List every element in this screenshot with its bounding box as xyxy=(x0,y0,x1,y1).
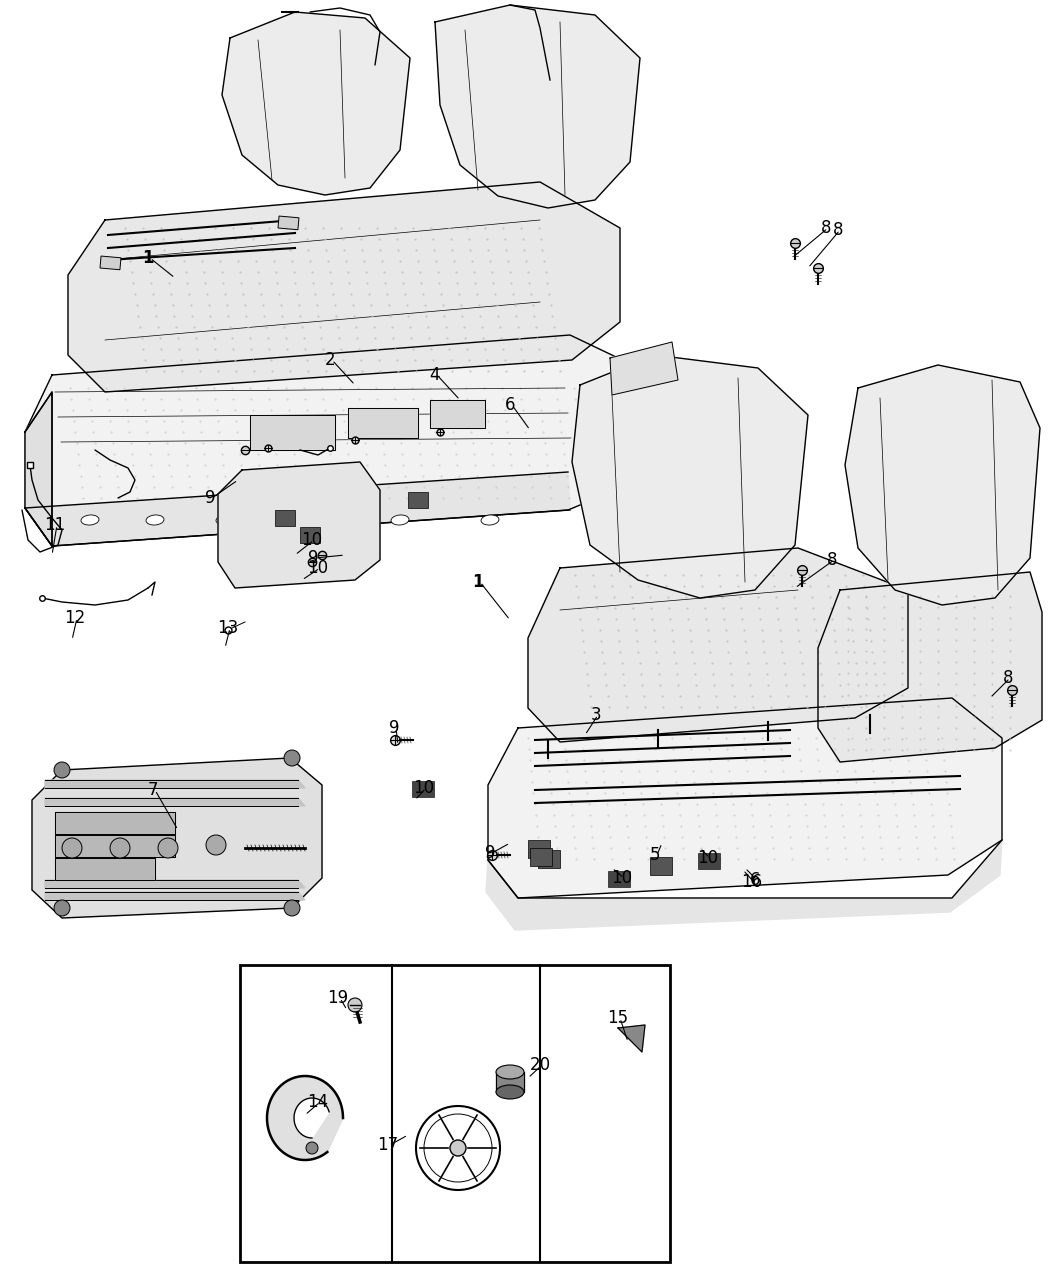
Text: 2: 2 xyxy=(324,352,335,369)
Ellipse shape xyxy=(496,1085,524,1099)
Polygon shape xyxy=(618,1026,645,1052)
Circle shape xyxy=(54,899,70,916)
Circle shape xyxy=(206,834,226,855)
Ellipse shape xyxy=(301,515,319,525)
Polygon shape xyxy=(486,840,1002,930)
Text: 7: 7 xyxy=(148,781,159,799)
Text: 6: 6 xyxy=(505,396,516,414)
Circle shape xyxy=(284,750,300,766)
Bar xyxy=(528,840,550,857)
Polygon shape xyxy=(45,880,304,888)
Circle shape xyxy=(450,1140,466,1156)
Polygon shape xyxy=(572,355,808,598)
Bar xyxy=(275,510,295,526)
Circle shape xyxy=(416,1106,500,1190)
Text: 1: 1 xyxy=(142,248,153,268)
Text: 9: 9 xyxy=(308,549,318,567)
Text: 11: 11 xyxy=(44,516,66,534)
Text: 16: 16 xyxy=(741,873,762,891)
Ellipse shape xyxy=(496,1065,524,1079)
Bar xyxy=(538,850,560,868)
Ellipse shape xyxy=(481,515,499,525)
Polygon shape xyxy=(267,1077,343,1161)
Bar xyxy=(240,964,670,1263)
Circle shape xyxy=(158,838,179,857)
Circle shape xyxy=(54,762,70,778)
Polygon shape xyxy=(218,462,380,589)
Polygon shape xyxy=(222,11,410,195)
Text: 4: 4 xyxy=(429,366,440,383)
Bar xyxy=(300,527,320,543)
Polygon shape xyxy=(250,415,335,450)
Bar xyxy=(608,871,630,887)
Text: 10: 10 xyxy=(611,869,632,887)
Polygon shape xyxy=(55,812,175,834)
Polygon shape xyxy=(348,408,418,438)
Text: 10: 10 xyxy=(308,559,329,577)
Polygon shape xyxy=(55,857,155,880)
Polygon shape xyxy=(25,471,570,547)
Text: 5: 5 xyxy=(650,846,660,864)
Text: 8: 8 xyxy=(821,219,832,237)
Text: 8: 8 xyxy=(833,220,843,240)
Bar xyxy=(698,854,720,869)
Ellipse shape xyxy=(391,515,410,525)
Polygon shape xyxy=(68,182,619,392)
Text: 9: 9 xyxy=(485,843,496,862)
Text: 12: 12 xyxy=(64,609,86,627)
Polygon shape xyxy=(32,758,322,919)
Polygon shape xyxy=(45,780,304,789)
Polygon shape xyxy=(496,1071,524,1092)
Circle shape xyxy=(284,899,300,916)
Bar xyxy=(408,492,428,508)
Polygon shape xyxy=(610,341,678,395)
Polygon shape xyxy=(528,548,908,741)
Polygon shape xyxy=(430,400,485,428)
Text: 10: 10 xyxy=(697,848,718,868)
Text: 9: 9 xyxy=(205,489,215,507)
Text: 3: 3 xyxy=(591,706,602,724)
Polygon shape xyxy=(45,798,304,806)
Text: 14: 14 xyxy=(308,1093,329,1111)
Polygon shape xyxy=(25,392,52,547)
Text: 10: 10 xyxy=(414,778,435,798)
Text: 10: 10 xyxy=(301,531,322,549)
Circle shape xyxy=(110,838,130,857)
Bar xyxy=(100,256,121,270)
Text: 17: 17 xyxy=(377,1136,399,1154)
Polygon shape xyxy=(25,335,660,547)
Bar xyxy=(650,857,672,875)
Text: 20: 20 xyxy=(529,1056,550,1074)
Polygon shape xyxy=(45,892,304,899)
Text: 15: 15 xyxy=(608,1009,629,1027)
Text: 8: 8 xyxy=(826,550,837,569)
Polygon shape xyxy=(294,1098,329,1138)
Text: 1: 1 xyxy=(472,573,484,591)
Circle shape xyxy=(348,998,362,1012)
Ellipse shape xyxy=(81,515,99,525)
Polygon shape xyxy=(488,698,1002,898)
Polygon shape xyxy=(818,572,1042,762)
Text: 8: 8 xyxy=(1003,669,1013,687)
Ellipse shape xyxy=(146,515,164,525)
Circle shape xyxy=(62,838,82,857)
Text: 9: 9 xyxy=(388,719,399,736)
Polygon shape xyxy=(845,364,1040,605)
Bar xyxy=(412,781,434,798)
Polygon shape xyxy=(435,5,640,208)
Bar xyxy=(278,217,299,229)
Text: 19: 19 xyxy=(328,989,349,1006)
Polygon shape xyxy=(55,834,175,857)
Bar xyxy=(530,848,552,866)
Text: 6: 6 xyxy=(750,871,760,889)
Circle shape xyxy=(306,1142,318,1154)
Text: 13: 13 xyxy=(217,619,238,637)
Ellipse shape xyxy=(216,515,234,525)
